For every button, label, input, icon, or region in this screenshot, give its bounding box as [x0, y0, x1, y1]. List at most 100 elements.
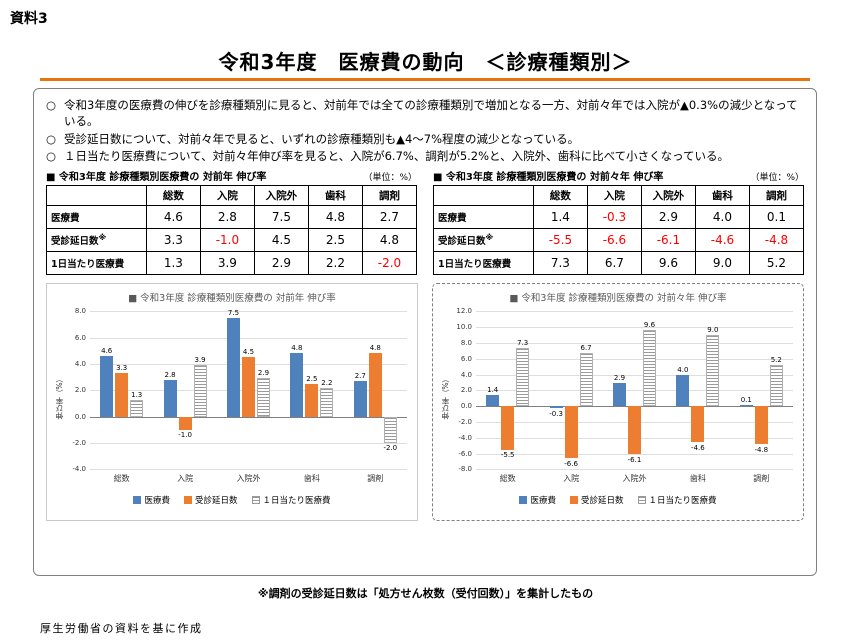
- table-cell: 3.3: [145, 228, 201, 253]
- bar-１日当たり医療費: [193, 365, 207, 417]
- table-cell: 1.3: [145, 251, 201, 276]
- bar-value-label: 4.8: [291, 344, 303, 353]
- bar-受診延日数: [627, 406, 641, 455]
- table-col-header: 総数: [145, 185, 201, 207]
- bar-group: 2.9 -6.1 9.6: [603, 311, 666, 469]
- charts-row: ■ 令和3年度 診療種類別医療費の 対前年 伸び率 伸び率（%） 4.6 3.3 1.3…: [46, 283, 804, 522]
- table-col-header: 歯科: [694, 185, 750, 207]
- gridline: [90, 337, 407, 339]
- table-cell: 7.5: [253, 205, 309, 230]
- bar-１日当たり医療費: [769, 365, 783, 407]
- table-cell: 4.5: [253, 228, 309, 253]
- table-cell: 4.8: [307, 205, 363, 230]
- table-corner-cell: [46, 185, 147, 207]
- x-axis-label: 入院: [563, 474, 580, 484]
- legend-item: １日当たり医療費: [251, 494, 331, 506]
- gridline: [90, 311, 407, 313]
- bar-value-label: 4.5: [242, 348, 255, 357]
- chart-legend: 医療費 受診延日数 １日当たり医療費: [439, 494, 797, 506]
- y-axis-label-text: 伸び率（%）: [441, 374, 450, 420]
- table-cell: -6.6: [586, 228, 642, 253]
- y-axis-label: 伸び率（%）: [53, 307, 66, 487]
- y-tick-label: 2.0: [460, 386, 472, 395]
- table-row-label: 受診延日数※: [46, 228, 147, 253]
- bar-value-label: -0.3: [549, 409, 563, 418]
- gridline: [476, 358, 793, 360]
- x-axis-label: 歯科: [303, 474, 320, 484]
- table-title: ■ 令和3年度 診療種類別医療費の 対前々年 伸び率: [433, 172, 664, 184]
- table-cell: 2.5: [307, 228, 363, 253]
- table-cell: 2.2: [307, 251, 363, 276]
- gridline: [476, 390, 793, 392]
- plot-zone: 4.6 3.3 1.3 総数 2.8 -1.0 3.9 入院 7.5 4.5 2.9 入院外 4.8 2.…: [66, 307, 411, 487]
- bar-医療費: [163, 379, 177, 417]
- page-title: 令和3年度 医療費の動向 ＜診療種類別＞: [218, 50, 633, 74]
- bar-value-label: -4.8: [754, 445, 769, 454]
- chart-body: 伸び率（%） 1.4 -5.5 7.3 総数 -0.3 -6.6 6.7 入院 2.9 -6.1 9.…: [439, 307, 797, 487]
- gridline: [90, 469, 407, 471]
- bullet-list: ○ 令和3年度の医療費の伸びを診療種類別に見ると、対前年では全ての診療種類別で増加…: [46, 97, 804, 164]
- table-cell: 2.9: [253, 251, 309, 276]
- bar-value-label: 2.8: [164, 370, 176, 379]
- table-row: 1日当たり医療費 7.3 6.7 9.6 9.0 5.2: [433, 251, 805, 276]
- table-row-label: 1日当たり医療費: [433, 251, 534, 276]
- table-col-header: 調剤: [361, 185, 418, 207]
- x-axis-label: 総数: [499, 474, 516, 484]
- table-row: 医療費 4.6 2.8 7.5 4.8 2.7: [46, 205, 418, 230]
- bar-受診延日数: [115, 373, 129, 417]
- y-axis-label: 伸び率（%）: [439, 307, 452, 487]
- table-header-row: 総数 入院 入院外 歯科 調剤: [433, 185, 805, 207]
- bar-group: 2.8 -1.0 3.9: [153, 311, 216, 469]
- doc-label: 資料3: [10, 11, 48, 27]
- bullet-text: 令和3年度の医療費の伸びを診療種類別に見ると、対前年では全ての診療種類別で増加と…: [64, 98, 798, 129]
- table-col-header: 歯科: [307, 185, 363, 207]
- table-row-label: 医療費: [46, 205, 147, 230]
- source-note: 厚生労働省の資料を基に作成: [40, 622, 203, 635]
- table-cell: 6.7: [586, 251, 642, 276]
- bullet-item: ○ １日当たり医療費について、対前々年伸び率を見ると、入院が6.7%、調剤が5.2…: [46, 148, 804, 164]
- legend-label: 受診延日数: [194, 496, 238, 507]
- table-col-header: 入院: [586, 185, 642, 207]
- table-caption: ■ 令和3年度 診療種類別医療費の 対前々年 伸び率 （単位：%）: [433, 168, 804, 183]
- bar-value-label: 7.3: [517, 339, 529, 348]
- data-table: 総数 入院 入院外 歯科 調剤 医療費 1.4 -0.3 2.9 4.0 0.1 受診延日数※ -5.5…: [433, 185, 805, 276]
- y-tick-label: -4.0: [72, 465, 86, 474]
- bar-group: 0.1 -4.8 5.2: [730, 311, 793, 469]
- bar-value-label: -5.5: [500, 451, 515, 460]
- bullet-text: １日当たり医療費について、対前々年伸び率を見ると、入院が6.7%、調剤が5.2%…: [64, 148, 730, 163]
- table-col-header: 入院外: [640, 185, 696, 207]
- table-row: 受診延日数※ 3.3 -1.0 4.5 2.5 4.8: [46, 228, 418, 253]
- gridline: [476, 374, 793, 376]
- bar-受診延日数: [305, 383, 319, 417]
- chart-legend: 医療費 受診延日数 １日当たり医療費: [53, 494, 411, 506]
- bar-value-label: 6.7: [580, 344, 592, 353]
- bar-value-label: 2.9: [257, 369, 270, 378]
- bar-１日当たり医療費: [130, 399, 144, 417]
- bullet-marker: ○: [46, 98, 57, 112]
- data-table: 総数 入院 入院外 歯科 調剤 医療費 4.6 2.8 7.5 4.8 2.7 受診延日数※ 3.3 -1…: [46, 185, 418, 276]
- chart-title: ■ 令和3年度 診療種類別医療費の 対前々年 伸び率: [509, 293, 727, 305]
- bar-受診延日数: [754, 406, 768, 445]
- bar-group: 4.8 2.5 2.2: [280, 311, 343, 469]
- gridline: [90, 416, 407, 418]
- bar-value-label: -6.6: [564, 459, 578, 468]
- bar-医療費: [290, 353, 304, 417]
- bar-医療費: [486, 395, 500, 407]
- bar-value-label: 2.2: [321, 378, 333, 387]
- gridline: [90, 442, 407, 444]
- bar-value-label: 3.3: [116, 364, 128, 373]
- bar-受診延日数: [501, 406, 515, 450]
- bar-医療費: [739, 405, 753, 407]
- table-cell: -5.5: [532, 228, 588, 253]
- table-row: 医療費 1.4 -0.3 2.9 4.0 0.1: [433, 205, 805, 230]
- table-header-row: 総数 入院 入院外 歯科 調剤: [46, 185, 418, 207]
- gridline: [476, 311, 793, 313]
- bar-受診延日数: [178, 416, 192, 430]
- bar-受診延日数: [564, 406, 578, 459]
- table-cell: 4.6: [145, 205, 201, 230]
- table-cell: -0.3: [586, 205, 642, 230]
- y-axis-label-text: 伸び率（%）: [55, 374, 64, 420]
- table-col-header: 入院: [199, 185, 255, 207]
- plot-area: 4.6 3.3 1.3 総数 2.8 -1.0 3.9 入院 7.5 4.5 2.9 入院外 4.8 2.…: [90, 309, 407, 483]
